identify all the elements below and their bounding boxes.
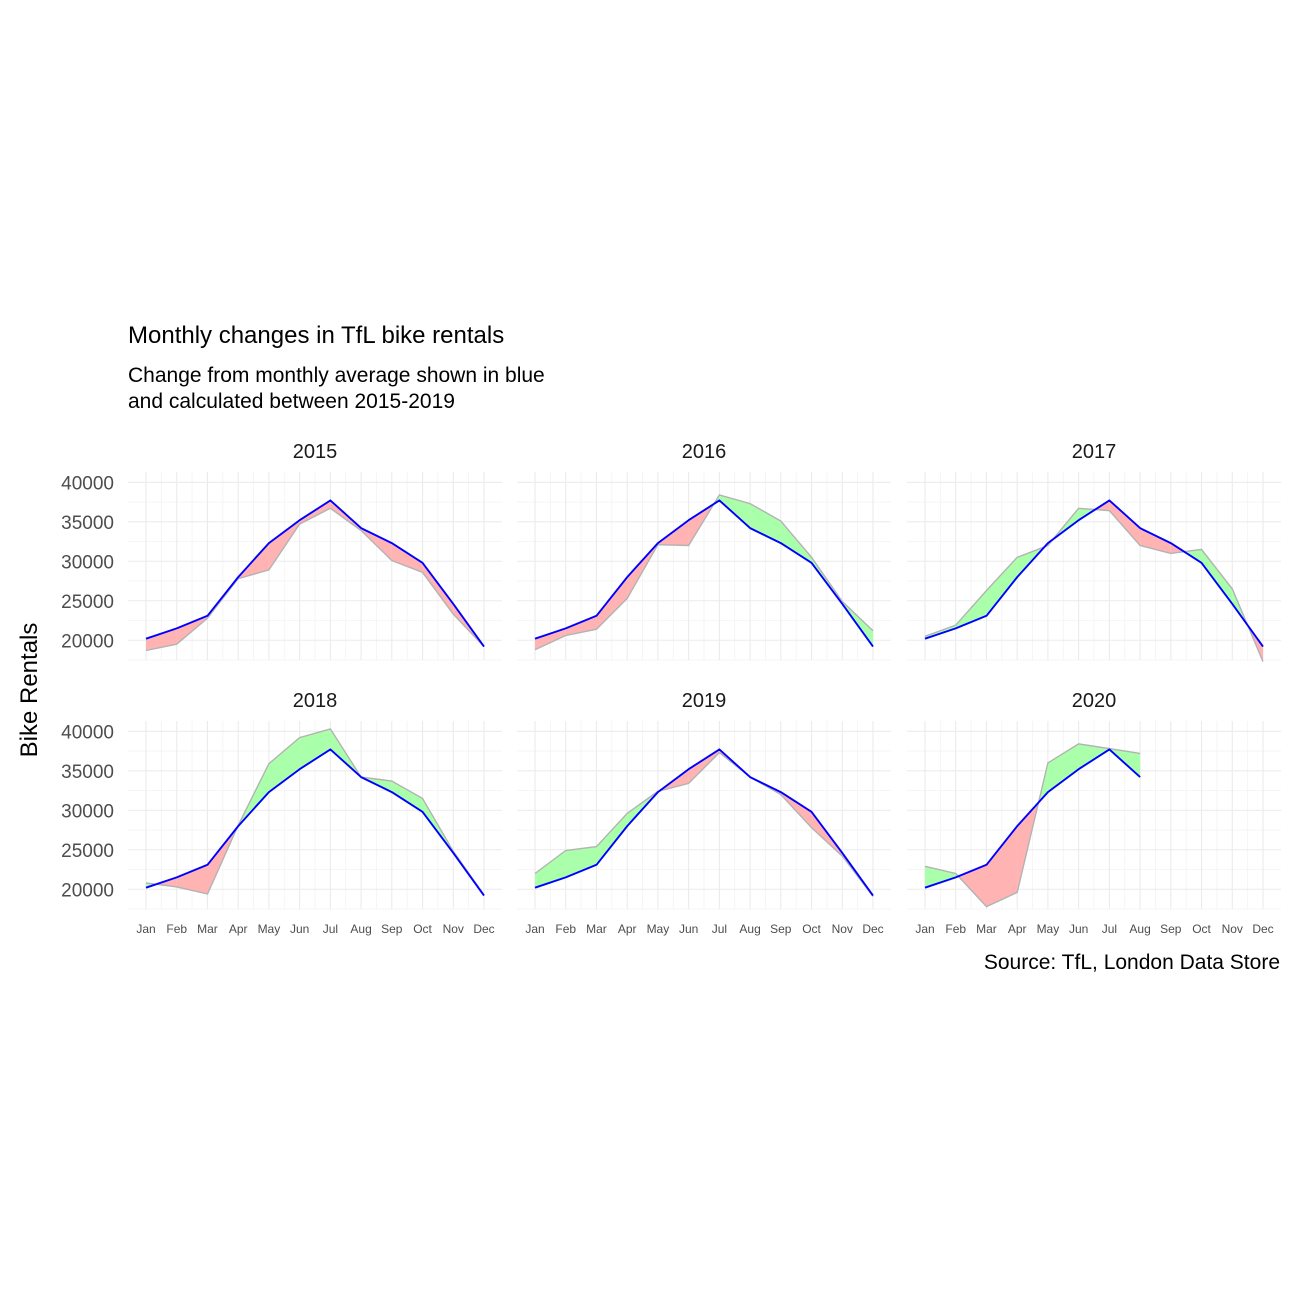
facet-panel-2017: 2017 bbox=[907, 441, 1281, 662]
y-tick-label: 30000 bbox=[61, 552, 114, 573]
monthly-average-line bbox=[145, 748, 485, 897]
x-tick-label: Jul bbox=[323, 922, 338, 936]
ribbon-below-average bbox=[958, 864, 987, 907]
y-tick-label: 25000 bbox=[61, 592, 114, 613]
facet-panel-2015: 2015 20000 25000 30000 35000 40000 bbox=[61, 441, 502, 661]
x-tick-label: Nov bbox=[832, 922, 853, 936]
x-tick-label: Feb bbox=[166, 922, 187, 936]
x-tick-label: Dec bbox=[1252, 922, 1273, 936]
ribbon-above-average bbox=[750, 503, 781, 544]
x-tick-label: Feb bbox=[945, 922, 966, 936]
monthly-average-line bbox=[145, 499, 485, 648]
x-tick-label: Dec bbox=[862, 922, 883, 936]
x-tick-label: Aug bbox=[350, 922, 371, 936]
facet-strip-label: 2019 bbox=[682, 690, 727, 712]
monthly-average-line bbox=[924, 748, 1141, 889]
x-tick-label: Sep bbox=[1160, 922, 1182, 936]
x-tick-label: Mar bbox=[586, 922, 607, 936]
x-tick-label: Jan bbox=[525, 922, 544, 936]
x-tick-label: Dec bbox=[473, 922, 494, 936]
x-tick-label: Jan bbox=[915, 922, 934, 936]
x-tick-label: Oct bbox=[1192, 922, 1211, 936]
ribbon-above-average bbox=[596, 813, 628, 865]
x-tick-label: Jun bbox=[1069, 922, 1088, 936]
ribbon-above-average bbox=[299, 728, 331, 770]
monthly-average-line bbox=[534, 748, 874, 897]
x-tick-label: Sep bbox=[770, 922, 792, 936]
facet-strip-label: 2020 bbox=[1072, 690, 1117, 712]
y-axis-label: Bike Rentals bbox=[16, 623, 43, 758]
x-tick-label: Oct bbox=[413, 922, 432, 936]
y-tick-label: 30000 bbox=[61, 801, 114, 822]
y-tick-label: 20000 bbox=[61, 880, 114, 901]
ribbon-above-average bbox=[986, 557, 1018, 616]
monthly-average-line bbox=[924, 499, 1264, 648]
ribbon-below-average bbox=[535, 628, 566, 650]
x-tick-label: Apr bbox=[618, 922, 637, 936]
x-tick-label: Mar bbox=[197, 922, 218, 936]
actual-rentals-line bbox=[924, 743, 1141, 908]
chart-subtitle-line-2: and calculated between 2015-2019 bbox=[128, 390, 455, 413]
actual-rentals-line bbox=[534, 494, 874, 651]
y-tick-label: 25000 bbox=[61, 841, 114, 862]
ribbon-below-average bbox=[1109, 500, 1141, 546]
ribbon-above-average bbox=[391, 781, 423, 812]
ribbon-above-average bbox=[925, 866, 956, 888]
ribbon-below-average bbox=[146, 628, 177, 651]
x-tick-label: Jan bbox=[136, 922, 155, 936]
x-tick-label: May bbox=[1037, 922, 1060, 936]
monthly-average-line bbox=[534, 499, 874, 648]
chart-subtitle-line-1: Change from monthly average shown in blu… bbox=[128, 364, 545, 387]
facet-strip-label: 2017 bbox=[1072, 441, 1117, 463]
facet-panel-2020: 2020 Jan Feb Mar Apr May Jun Jul Aug Sep Oct Nov Dec bbox=[907, 690, 1281, 936]
facet-panels: 2015 20000 25000 30000 35000 40000 2016 2017 201… bbox=[61, 441, 1281, 936]
x-tick-label: Jul bbox=[1102, 922, 1117, 936]
facet-strip-label: 2015 bbox=[293, 441, 338, 463]
actual-rentals-line bbox=[145, 507, 485, 652]
x-tick-label: Aug bbox=[1129, 922, 1150, 936]
facet-strip-label: 2018 bbox=[293, 690, 338, 712]
x-tick-label: Nov bbox=[443, 922, 464, 936]
ribbon-below-average bbox=[391, 543, 423, 573]
chart-title: Monthly changes in TfL bike rentals bbox=[128, 322, 504, 349]
y-tick-label: 40000 bbox=[61, 473, 114, 494]
facet-panel-2016: 2016 bbox=[517, 441, 891, 661]
x-tick-label: Feb bbox=[555, 922, 576, 936]
x-tick-label: Apr bbox=[229, 922, 248, 936]
ribbon-above-average bbox=[1047, 743, 1079, 793]
chart-caption: Source: TfL, London Data Store bbox=[984, 951, 1280, 974]
ribbon-below-average bbox=[596, 577, 628, 630]
facet-panel-2019: 2019 Jan Feb Mar Apr May Jun Jul Aug Sep Oct Nov Dec bbox=[517, 690, 891, 936]
ribbon-above-average bbox=[565, 846, 597, 878]
ribbon-above-average bbox=[719, 494, 751, 529]
ribbon-above-average bbox=[535, 850, 566, 888]
y-tick-label: 35000 bbox=[61, 762, 114, 783]
x-tick-label: Aug bbox=[739, 922, 760, 936]
actual-rentals-line bbox=[534, 751, 874, 897]
y-tick-label: 35000 bbox=[61, 513, 114, 534]
ribbon-above-average bbox=[1078, 743, 1110, 770]
facet-strip-label: 2016 bbox=[682, 441, 727, 463]
facet-panel-2018: 2018 20000 25000 30000 35000 40000 Jan Feb Mar Ap… bbox=[61, 690, 502, 936]
ribbon-below-average bbox=[422, 562, 454, 615]
x-tick-label: Jul bbox=[712, 922, 727, 936]
x-tick-label: Mar bbox=[976, 922, 997, 936]
ribbon-below-average bbox=[986, 826, 1018, 907]
x-tick-label: May bbox=[647, 922, 670, 936]
x-tick-label: May bbox=[258, 922, 281, 936]
x-tick-label: Sep bbox=[381, 922, 403, 936]
x-tick-label: Nov bbox=[1222, 922, 1243, 936]
x-tick-label: Jun bbox=[679, 922, 698, 936]
x-tick-label: Jun bbox=[290, 922, 309, 936]
x-tick-label: Apr bbox=[1008, 922, 1027, 936]
ribbon-above-average bbox=[268, 737, 300, 793]
y-tick-label: 40000 bbox=[61, 722, 114, 743]
ribbon-above-average bbox=[780, 521, 812, 563]
actual-rentals-line bbox=[145, 728, 485, 896]
y-tick-label: 20000 bbox=[61, 631, 114, 652]
x-tick-label: Oct bbox=[802, 922, 821, 936]
ribbon-above-average bbox=[1201, 549, 1233, 604]
ribbon-below-average bbox=[176, 864, 208, 894]
